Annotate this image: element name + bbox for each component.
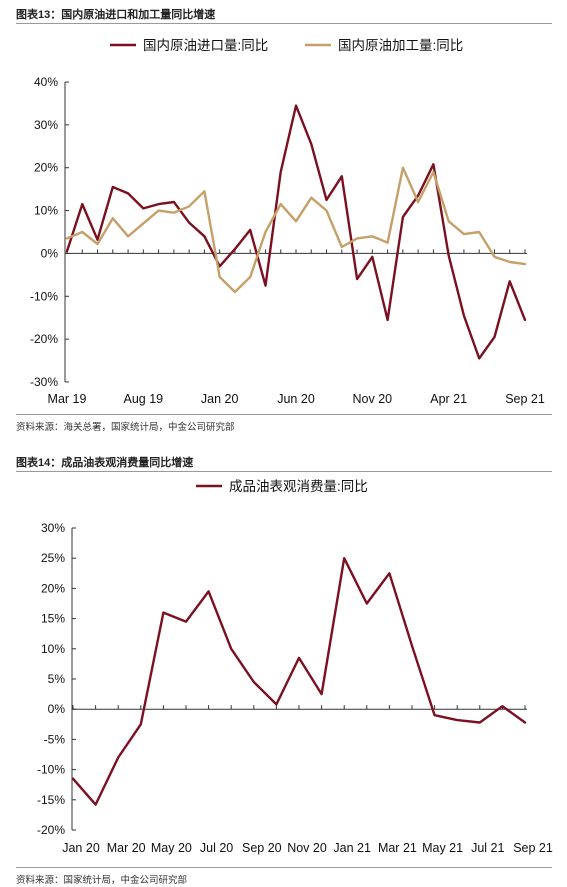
fig14-legend-item-0: 成品油表观消费量:同比 [196,479,368,494]
fig13-y-tick-label: 10% [34,204,58,218]
fig14-x-tick-label: May 20 [151,841,192,855]
fig14-x-tick-label: Nov 20 [287,841,327,855]
figure-13-source: 资料来源：海关总署，国家统计局，中金公司研究部 [16,422,235,433]
fig13-y-tick-label: -20% [30,332,58,346]
fig13-series-line-1 [65,166,527,294]
fig14-x-tick-label: Jul 20 [200,841,233,855]
fig13-y-tick-label: 30% [34,118,58,132]
fig14-x-tick-label: May 21 [422,841,463,855]
fig13-x-tick-label: Apr 21 [430,392,467,406]
figure-14-bottom-rule [16,867,552,868]
fig13-x-tick-label: Mar 19 [48,392,87,406]
figure-14-title: 图表14：成品油表观消费量同比增速 [16,457,194,469]
figure-14-chart: 成品油表观消费量:同比 30% 25% 20% 15% 10% 5% 0% -5% -10% -15… [37,479,553,855]
fig14-x-tick-label: Sep 20 [242,841,282,855]
fig13-y-tick-label: 0% [41,246,59,260]
fig14-y-tick-label: 10% [41,642,65,656]
fig13-legend-label-1: 国内原油加工量:同比 [338,38,463,53]
fig14-legend-label-0: 成品油表观消费量:同比 [229,479,368,494]
figure-14-top-rule [16,471,552,472]
fig14-x-tick-label: Jan 21 [333,841,371,855]
fig14-y-tick-label: -20% [37,823,65,837]
fig13-legend-item-1: 国内原油加工量:同比 [305,38,463,53]
fig13-y-tick-label: 20% [34,161,58,175]
fig14-x-tick-label: Sep 21 [513,841,553,855]
fig13-x-tick-label: Sep 21 [505,392,545,406]
fig14-y-tick-label: 0% [48,702,66,716]
figure-14-source: 资料来源：国家统计局，中金公司研究部 [16,875,188,886]
fig13-y-tick-label: -30% [30,375,58,389]
fig13-y-tick-label: 40% [34,75,58,89]
fig13-x-tick-label: Nov 20 [353,392,393,406]
fig14-x-tick-label: Jan 20 [62,841,100,855]
figure-13-bottom-rule [16,414,552,415]
fig14-y-tick-label: -15% [37,793,65,807]
fig13-y-tick-label: -10% [30,289,58,303]
fig14-y-tick-label: 25% [41,551,65,565]
fig14-y-tick-label: 20% [41,581,65,595]
fig13-x-tick-label: Jun 20 [277,392,315,406]
fig13-x-tick-label: Jan 20 [201,392,239,406]
fig14-y-tick-label: 30% [41,521,65,535]
fig14-x-tick-label: Mar 20 [107,841,146,855]
fig14-y-tick-label: -10% [37,763,65,777]
fig14-y-tick-label: 5% [48,672,66,686]
fig14-y-tick-label: -5% [44,732,66,746]
fig14-x-tick-label: Mar 21 [378,841,417,855]
fig14-x-tick-label: Jul 21 [471,841,504,855]
fig14-y-tick-label: 15% [41,612,65,626]
fig13-x-tick-label: Aug 19 [124,392,164,406]
figure-13-top-rule [16,23,552,24]
figure-13-chart: 国内原油进口量:同比 国内原油加工量:同比 40% 30% 20% 10% 0% -10% -2… [30,38,545,406]
fig13-legend-item-0: 国内原油进口量:同比 [110,38,268,53]
fig13-legend-label-0: 国内原油进口量:同比 [143,38,268,53]
fig13-series-line-0 [65,104,527,360]
fig14-series-line-0 [71,556,527,806]
figure-13-title: 图表13：国内原油进口和加工量同比增速 [16,9,216,21]
